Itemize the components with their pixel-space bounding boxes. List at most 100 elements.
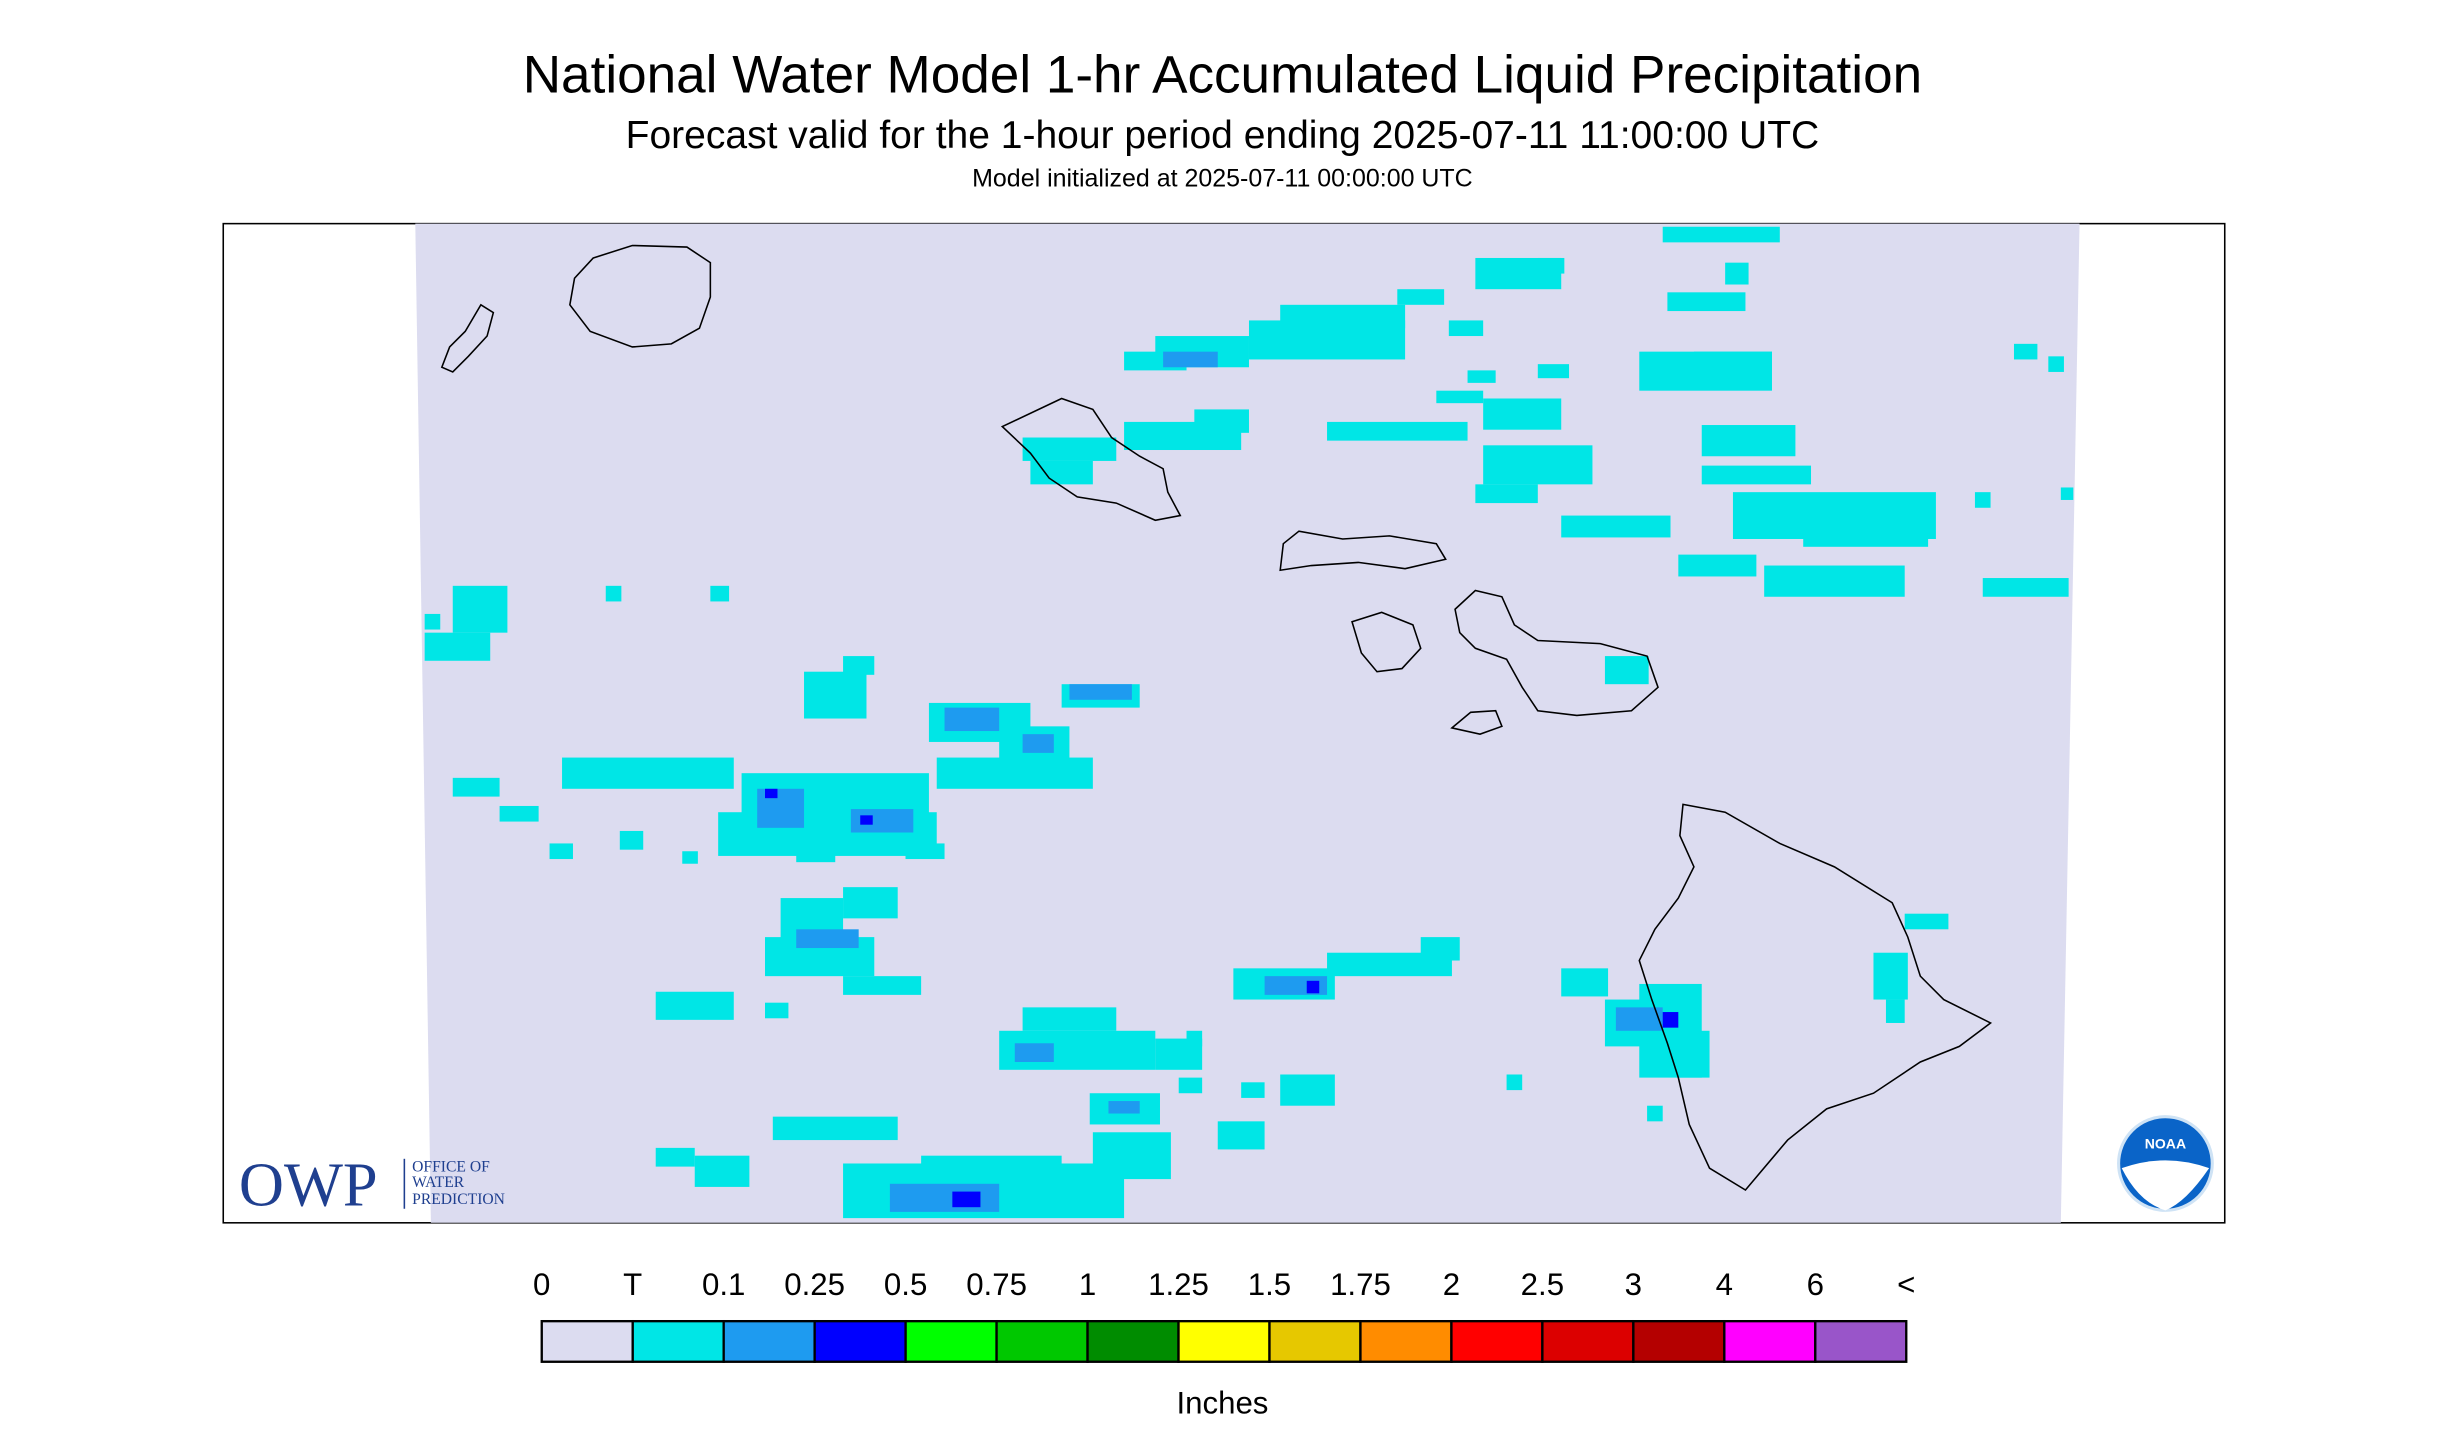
precip-area (796, 929, 859, 949)
precip-area (1448, 320, 1484, 337)
legend-swatch (1359, 1319, 1453, 1363)
precip-area (1280, 1074, 1335, 1106)
precip-area (1436, 390, 1484, 404)
owp-logo: OWP OFFICE OF WATER PREDICTION (239, 1150, 505, 1220)
legend-label: T (623, 1267, 642, 1302)
title: National Water Model 1-hr Accumulated Li… (523, 45, 1922, 104)
legend-swatch (1541, 1319, 1635, 1363)
model-domain (415, 223, 2080, 1223)
precip-area (1974, 492, 1991, 508)
precip-area (1241, 1082, 1265, 1098)
island-lanai (1351, 611, 1422, 673)
precip-area (562, 757, 734, 789)
legend-label: 0.25 (784, 1267, 845, 1302)
legend-label: < (1897, 1267, 1915, 1302)
precip-area (843, 656, 875, 675)
precip-area (1678, 554, 1757, 577)
legend-label: 1.75 (1330, 1267, 1391, 1302)
precip-area (1662, 226, 1780, 243)
precip-area (1885, 999, 1905, 1023)
legend-label: 0.1 (702, 1267, 745, 1302)
precip-area (1022, 1007, 1117, 1031)
precip-area (1506, 1074, 1523, 1091)
legend-swatch (1268, 1319, 1362, 1363)
precip-area (1701, 465, 1812, 485)
precip-area (710, 585, 730, 602)
precip-area (1163, 351, 1218, 368)
owp-mark: OWP (239, 1150, 378, 1220)
island-hawaii (1638, 803, 1993, 1192)
island-kauai (569, 244, 712, 348)
island-niihau (440, 303, 495, 373)
precip-area (1475, 484, 1538, 504)
island-molokai (1279, 530, 1447, 572)
owp-text: PREDICTION (412, 1191, 505, 1208)
precip-area (1124, 421, 1242, 451)
noaa-gull (2121, 1160, 2210, 1211)
precip-area (843, 887, 898, 919)
precip-area (1327, 952, 1452, 977)
precip-area (1178, 1077, 1203, 1094)
subtitle: Forecast valid for the 1-hour period end… (626, 114, 1820, 157)
precip-area (850, 809, 914, 833)
precip-area (1678, 1030, 1710, 1078)
island-kahoolawe (1450, 709, 1503, 735)
noaa-logo: NOAA (2117, 1115, 2214, 1212)
legend-swatch (1632, 1319, 1726, 1363)
precip-area (1725, 262, 1749, 285)
precip-area (921, 1155, 1062, 1187)
precip-area (2013, 343, 2038, 360)
precip-area (1483, 445, 1593, 485)
precip-area (889, 1183, 1000, 1212)
legend-label: 0.5 (884, 1267, 927, 1302)
precip-area (1306, 980, 1320, 994)
legend-unit: Inches (1176, 1386, 1268, 1421)
precip-area (1561, 968, 1609, 997)
legend-label: 2.5 (1521, 1267, 1564, 1302)
precip-area (1537, 364, 1570, 379)
precip-area (1420, 937, 1460, 961)
precip-area (1561, 515, 1671, 538)
precip-area (1982, 578, 2069, 597)
precip-area (1186, 1030, 1203, 1047)
precip-layer (424, 226, 2074, 1219)
precip-area (1327, 421, 1468, 441)
precip-area (655, 991, 734, 1020)
precip-area (765, 1002, 789, 1019)
legend-swatch (540, 1319, 634, 1363)
precip-area (772, 1116, 898, 1141)
precip-area (1069, 684, 1132, 700)
legend-swatch (995, 1319, 1089, 1363)
noaa-text: NOAA (2145, 1135, 2186, 1151)
precip-area (1693, 351, 1772, 371)
owp-text: WATER (412, 1174, 465, 1191)
legend-label: 1.5 (1248, 1267, 1291, 1302)
precip-area (1397, 289, 1445, 305)
precip-area (905, 843, 945, 860)
precip-area (1022, 734, 1054, 753)
legend-label: 3 (1625, 1267, 1642, 1302)
precip-area (1014, 1043, 1054, 1063)
legend-label: 1 (1079, 1267, 1096, 1302)
precip-area (1280, 304, 1406, 329)
legend-swatch (631, 1319, 725, 1363)
island-maui (1454, 589, 1659, 717)
precip-area (655, 1147, 695, 1167)
precip-area (2048, 356, 2064, 372)
precip-area (1483, 398, 1562, 430)
precip-area (1030, 460, 1093, 485)
precip-area (1662, 1012, 1679, 1028)
precip-area (765, 788, 778, 799)
legend-swatch (1814, 1319, 1908, 1363)
precip-area (1108, 1101, 1140, 1114)
precip-area (619, 830, 644, 850)
precip-area (1667, 292, 1746, 312)
precip-area (2060, 487, 2074, 500)
legend-swatch (1177, 1319, 1271, 1363)
precip-area (1764, 565, 1905, 597)
precip-area (796, 843, 836, 863)
precip-area (1701, 425, 1796, 457)
coastlines (440, 244, 1993, 1192)
